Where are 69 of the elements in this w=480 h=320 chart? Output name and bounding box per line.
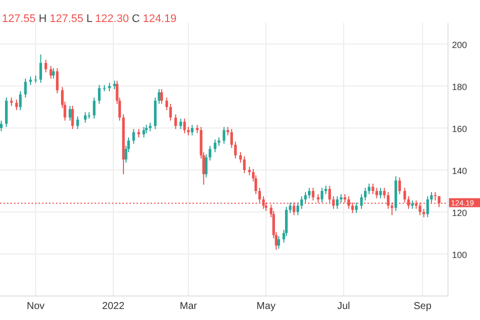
candlestick	[372, 183, 374, 195]
candlestick	[179, 118, 182, 130]
candlestick	[296, 202, 300, 216]
candlestick	[239, 152, 242, 164]
candlestick	[50, 66, 52, 80]
candlestick	[76, 116, 79, 130]
candlestick	[300, 196, 303, 210]
candlestick	[84, 112, 87, 124]
x-tick-label: Nov	[26, 301, 45, 312]
candlestick	[165, 97, 168, 111]
y-tick-label: 160	[452, 124, 468, 134]
y-tick-label: 120	[452, 208, 468, 218]
candlestick	[44, 59, 48, 73]
candlestick	[336, 196, 339, 210]
candlestick	[71, 105, 74, 130]
x-tick-label: May	[256, 301, 276, 312]
candlestick	[183, 118, 186, 134]
candlestick	[304, 192, 307, 204]
candlestick	[132, 128, 135, 144]
candlestick	[34, 75, 37, 84]
candlestick	[360, 194, 363, 210]
candlestick	[430, 192, 433, 204]
candlestick	[308, 187, 311, 199]
y-tick-label: 200	[452, 40, 468, 50]
candlestick	[142, 126, 146, 138]
candlestick	[19, 90, 22, 111]
candlestick	[243, 156, 246, 174]
candlestick	[160, 88, 163, 104]
candlestick	[174, 114, 177, 130]
y-tick-label: 180	[452, 82, 468, 92]
candlestick	[234, 141, 237, 159]
candlestick	[312, 187, 314, 201]
candlestick	[208, 145, 212, 162]
x-tick-label: Jul	[337, 301, 350, 312]
candlestick	[426, 196, 429, 218]
x-tick-label: Mar	[180, 301, 198, 312]
candlestick	[403, 187, 406, 204]
candlestick	[15, 99, 18, 111]
candlestick	[355, 202, 358, 214]
candlestick	[375, 187, 378, 199]
annotation: 127.55 H 127.55 L 122.30 C 124.19	[2, 13, 177, 25]
candlestick	[24, 78, 27, 98]
candlestick	[379, 187, 382, 199]
candlestick	[169, 103, 172, 122]
candlestick	[398, 176, 401, 195]
candlestick	[364, 187, 367, 201]
y-tick-label: 140	[452, 166, 468, 176]
candlestick	[383, 187, 386, 199]
candlestick	[277, 236, 280, 250]
candlestick	[0, 120, 3, 132]
candlestick	[39, 54, 42, 84]
candlestick	[98, 84, 101, 104]
candlestick	[320, 187, 324, 204]
candlestick	[214, 139, 216, 153]
y-tick-label: 100	[452, 250, 468, 260]
candlestick	[222, 126, 226, 144]
candlestick	[92, 97, 96, 120]
candlestick	[190, 124, 194, 136]
candlestick	[204, 154, 208, 178]
candlestick	[158, 88, 160, 104]
candlestick	[56, 68, 59, 94]
x-tick-label: Sep	[414, 301, 432, 312]
candlestick	[5, 97, 8, 128]
candlestick	[68, 105, 72, 122]
candlestick	[368, 183, 370, 195]
x-tick-label: 2022	[102, 301, 125, 312]
candlestick	[52, 68, 55, 80]
candlestick	[288, 202, 292, 214]
candlestick	[230, 128, 233, 148]
